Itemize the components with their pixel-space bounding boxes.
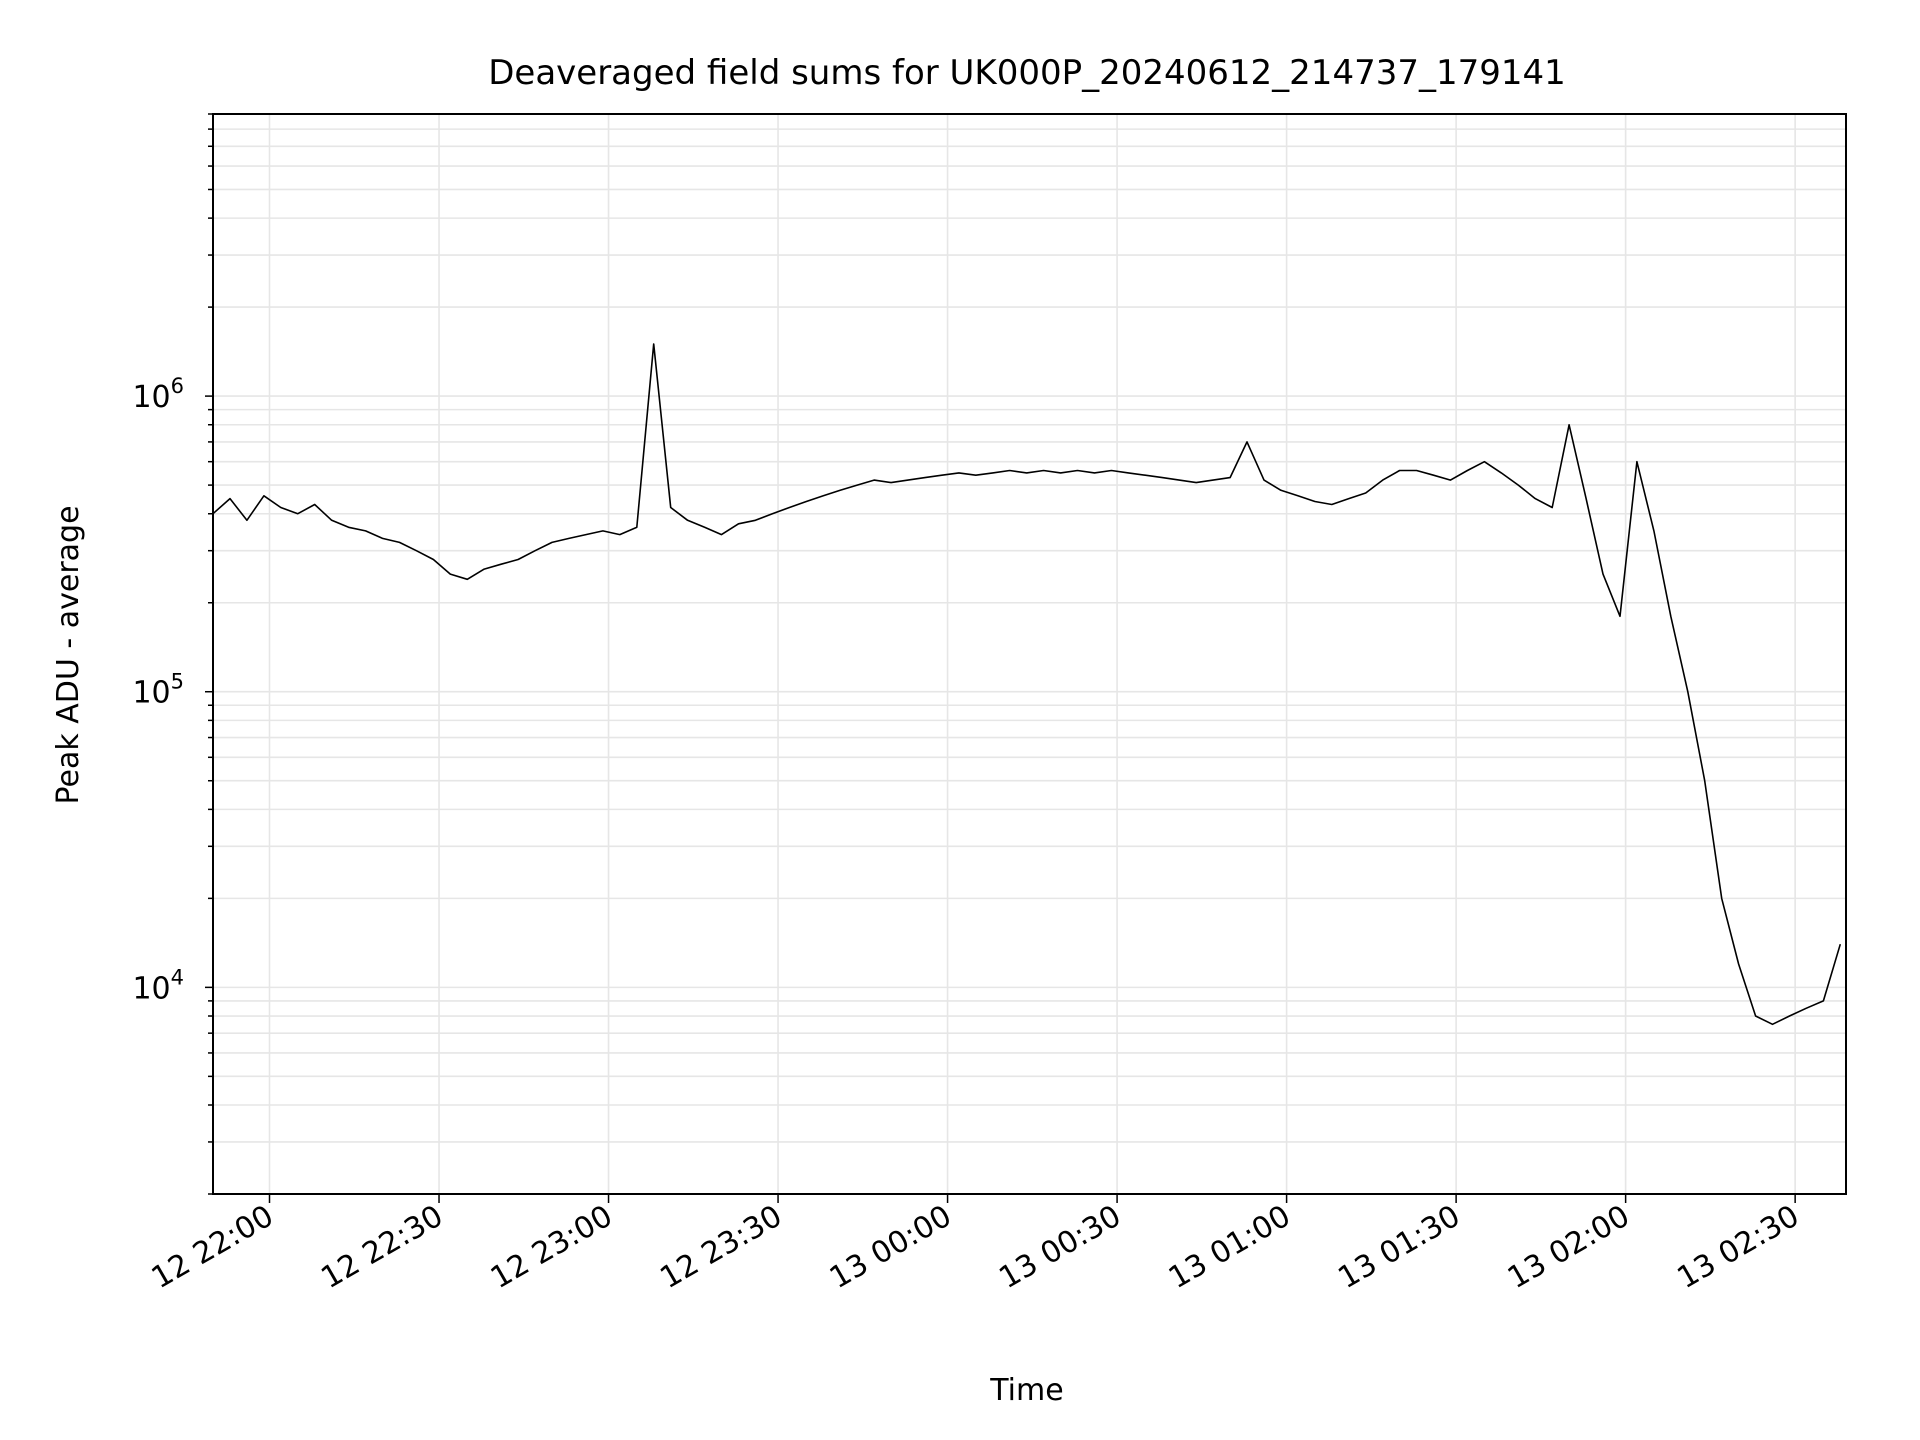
plot-frame xyxy=(212,113,1847,1195)
x-axis-label: Time xyxy=(989,1373,1063,1408)
y-tick-label: 106 xyxy=(132,374,184,415)
y-axis-label: Peak ADU - average xyxy=(51,505,86,804)
y-tick-label: 104 xyxy=(132,965,184,1006)
plot-series xyxy=(212,343,1842,1026)
series-line xyxy=(212,343,1842,1026)
y-tick-label: 105 xyxy=(132,670,184,711)
chart-title: Deaveraged field sums for UK000P_2024061… xyxy=(488,53,1566,93)
